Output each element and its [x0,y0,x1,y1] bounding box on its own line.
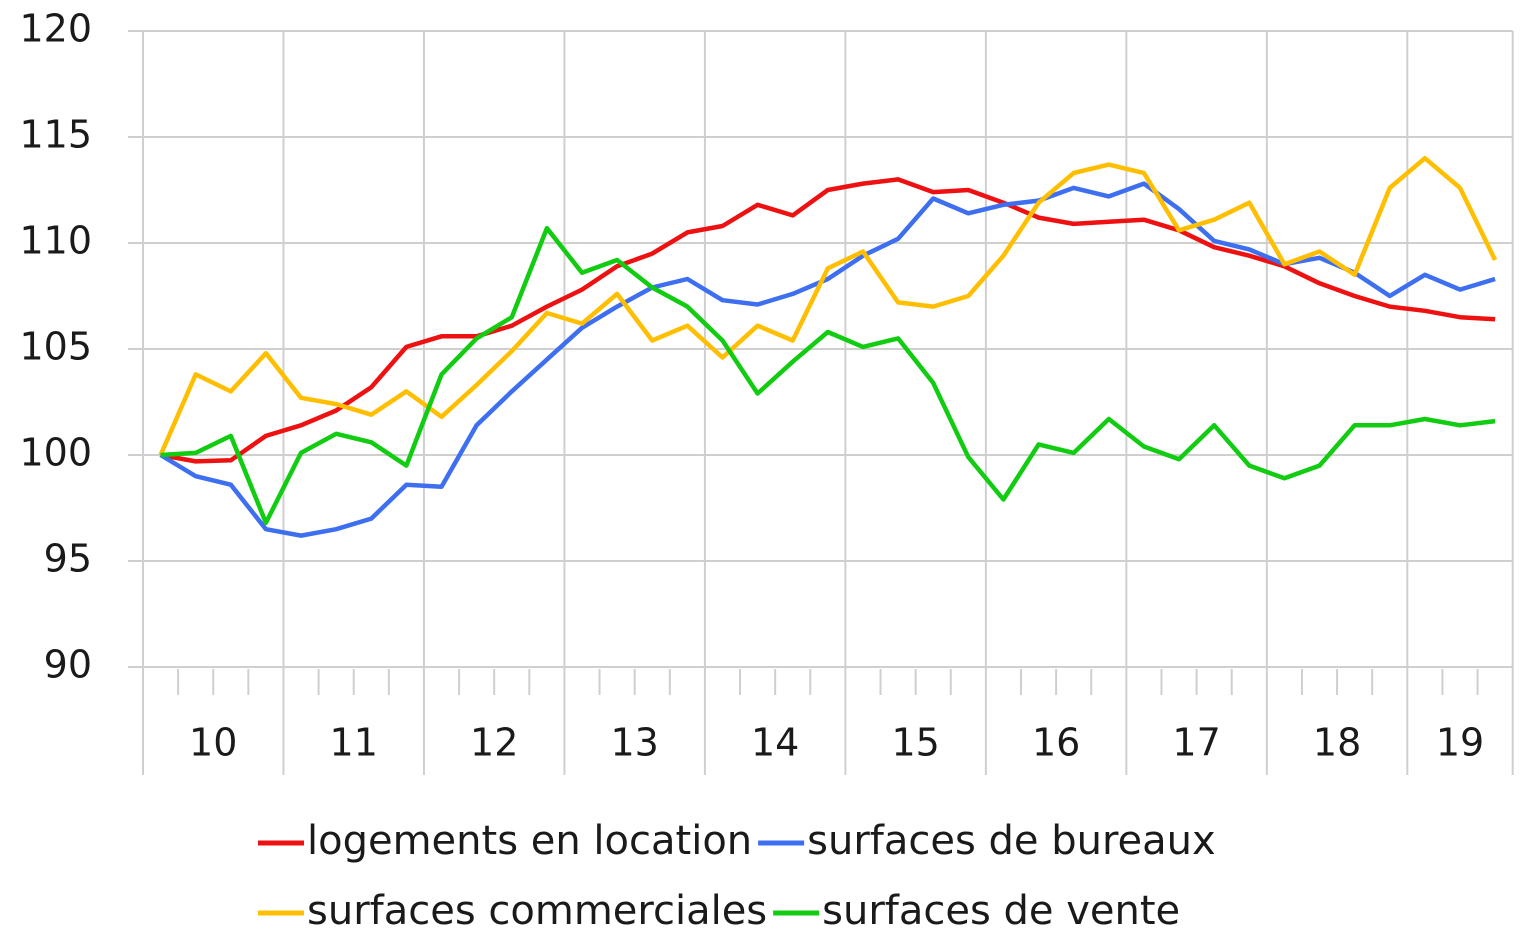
y-tick-label: 115 [19,113,92,157]
x-group-label: 15 [891,721,939,765]
x-group-label: 12 [470,721,518,765]
y-tick-label: 95 [44,537,92,581]
y-tick-label: 105 [19,325,92,369]
x-group-label: 19 [1436,721,1484,765]
legend: logements en location surfaces de bureaux… [258,818,1216,934]
x-group-label: 17 [1172,721,1220,765]
legend-label: surfaces de vente [822,888,1180,934]
series-line [160,177,1496,464]
legend-label: logements en location [307,818,752,864]
series-line [158,155,1498,456]
y-tick-label: 100 [19,431,92,475]
legend-label: surfaces commerciales [307,888,767,934]
series-line [160,225,1496,526]
x-group-label: 16 [1032,721,1080,765]
x-group-label: 10 [189,721,237,765]
x-group-label: 11 [330,721,378,765]
x-group-label: 18 [1313,721,1361,765]
x-group-label: 13 [611,721,659,765]
legend-label: surfaces de bureaux [807,818,1216,864]
y-tick-label: 90 [44,643,92,687]
y-tick-label: 120 [19,7,92,51]
x-group-label: 14 [751,721,799,765]
series-line [159,181,1496,538]
y-tick-label: 110 [19,219,92,263]
